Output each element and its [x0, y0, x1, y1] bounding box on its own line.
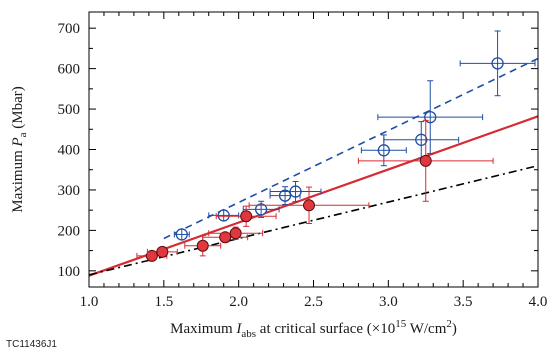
- x-axis-title: Maximum Iabs at critical surface (×1015 …: [170, 318, 457, 340]
- y-tick-label: 700: [58, 21, 81, 37]
- y-tick-label: 400: [58, 143, 81, 159]
- y-tick-label: 100: [58, 264, 81, 280]
- blue-data-point: [173, 228, 190, 241]
- data-points: [136, 30, 536, 262]
- red-data-point: [215, 205, 277, 227]
- y-tick-label: 300: [58, 183, 81, 199]
- x-tick-label: 1.0: [80, 294, 99, 310]
- blue-data-point: [459, 30, 536, 97]
- blue-data-point: [269, 180, 322, 203]
- blue-data-point: [360, 134, 407, 167]
- x-tick-label: 4.0: [529, 294, 548, 310]
- red-marker: [196, 239, 209, 252]
- red-marker: [145, 249, 158, 262]
- axis-ticks: [88, 12, 539, 287]
- tick-labels: 1.0 1.5 2.0 2.5 3.0 3.5 4.0 100 200 300 400 500 600 7…: [58, 21, 548, 310]
- x-tick-label: 1.5: [154, 294, 173, 310]
- red-data-point: [357, 119, 494, 202]
- blue-data-point: [269, 186, 301, 205]
- red-marker: [303, 199, 316, 212]
- red-marker: [219, 231, 232, 244]
- x-tick-label: 2.0: [229, 294, 248, 310]
- x-tick-label: 3.5: [454, 294, 473, 310]
- figure-id: TC11436J1: [6, 339, 57, 350]
- blue-data-point: [208, 209, 240, 222]
- plot-frame: [88, 11, 539, 288]
- red-data-point: [208, 226, 264, 240]
- red-marker: [229, 227, 242, 240]
- y-axis-title: Maximum Pa (Mbar): [10, 86, 29, 213]
- x-tick-label: 3.0: [379, 294, 398, 310]
- red-marker: [156, 245, 169, 258]
- y-tick-label: 600: [58, 62, 81, 78]
- red-data-point: [248, 186, 370, 225]
- y-tick-label: 200: [58, 223, 81, 239]
- y-tick-label: 500: [58, 102, 81, 118]
- blue-data-point: [242, 200, 280, 218]
- red-marker: [240, 210, 253, 223]
- fit-lines: [89, 57, 538, 277]
- red-marker: [419, 154, 432, 167]
- red-data-point: [202, 231, 249, 244]
- fit-line-blue: [163, 57, 538, 240]
- x-tick-label: 2.5: [304, 294, 323, 310]
- red-data-point: [146, 245, 178, 258]
